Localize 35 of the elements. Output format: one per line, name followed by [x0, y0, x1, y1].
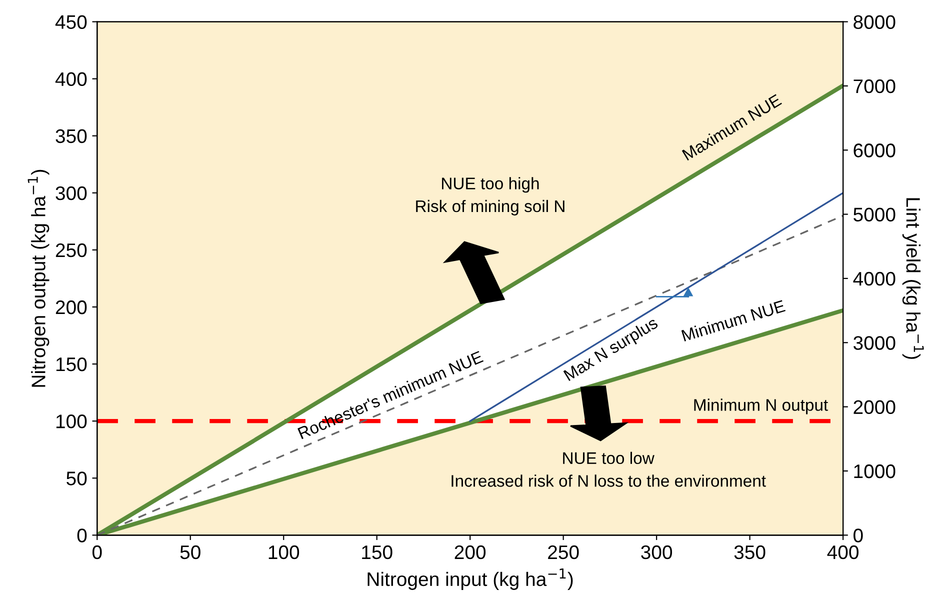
annotation: NUE too high Risk of mining soil N	[416, 177, 564, 216]
x-tick-label: 0	[92, 545, 102, 560]
y2-tick-label: 4000	[853, 272, 896, 286]
y-tick-label: 0	[77, 528, 87, 542]
x-tick-label: 250	[548, 545, 579, 560]
y2-tick-label: 5000	[854, 208, 896, 222]
y2-tick-label: 2000	[854, 400, 896, 414]
y-tick-label: 50	[66, 472, 87, 486]
y-tick-label: 450	[55, 15, 87, 29]
ref-line-label: Minimum N output	[694, 398, 828, 414]
y2-tick-label: 1000	[854, 464, 896, 478]
x-tick-label: 350	[734, 545, 766, 560]
y2-tick-label: 6000	[854, 144, 896, 158]
y2-tick-label: 8000	[854, 15, 896, 29]
y-tick-label: 200	[56, 300, 87, 314]
y2-tick-label: 3000	[854, 336, 896, 350]
x-tick-label: 150	[362, 545, 392, 560]
y-tick-label: 350	[56, 129, 87, 144]
y-tick-label: 100	[56, 414, 87, 428]
x-tick-label: 50	[180, 545, 200, 560]
y-axis-title: Nitrogen output (kg ha$^{−1}$)	[28, 170, 50, 387]
y2-axis-title: Lint yield (kg ha$^{−1}$)	[902, 198, 924, 359]
annotation: NUE too low Increased risk of N loss to the environment	[452, 452, 766, 487]
y2-tick-label: 0	[854, 528, 863, 542]
x-tick-label: 400	[827, 545, 859, 560]
x-tick-label: 100	[268, 545, 300, 560]
y2-tick-label: 7000	[854, 79, 896, 94]
y-tick-label: 250	[56, 243, 87, 258]
y-tick-label: 400	[55, 72, 87, 86]
y-tick-label: 150	[56, 357, 87, 372]
x-tick-label: 200	[454, 545, 486, 560]
x-axis-title: Nitrogen input (kg ha$^{−1}$)	[368, 568, 573, 590]
text: Minimum NUE	[681, 299, 786, 342]
x-tick-label: 300	[641, 545, 672, 560]
y-tick-label: 300	[56, 186, 87, 200]
